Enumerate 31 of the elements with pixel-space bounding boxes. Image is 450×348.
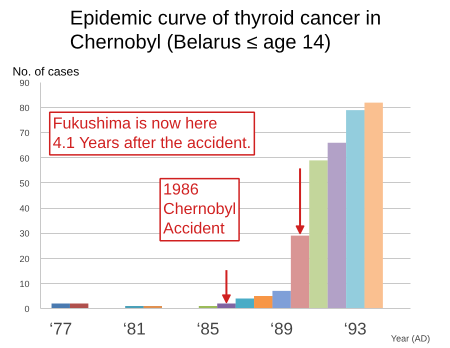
bar xyxy=(217,303,236,308)
x-axis-title: Year (AD) xyxy=(390,334,430,344)
x-tick-label: ‘89 xyxy=(270,320,293,338)
chart-title: Epidemic curve of thyroid cancer in Chernobyl (Belarus ≤ age 14) xyxy=(70,7,382,54)
x-tick-label: ‘77 xyxy=(49,320,72,338)
annotation: Fukushima is now here 4.1 Years after the accident. xyxy=(52,115,252,152)
x-tick-label: ‘85 xyxy=(196,320,220,338)
x-tick-label: ‘93 xyxy=(344,320,367,338)
bar xyxy=(254,296,272,308)
bar xyxy=(328,142,346,308)
bar xyxy=(70,303,88,308)
y-tick-label: 0 xyxy=(24,304,30,314)
bar xyxy=(346,110,364,308)
bar xyxy=(236,298,254,308)
bar xyxy=(272,290,291,308)
y-tick-label: 80 xyxy=(19,103,30,114)
y-tick-label: 90 xyxy=(19,78,30,88)
y-tick-label: 60 xyxy=(19,153,30,164)
y-axis-title: No. of cases xyxy=(12,64,80,78)
y-tick-label: 40 xyxy=(19,204,30,214)
annotation: 1986 Chernobyl Accident xyxy=(163,182,236,238)
y-tick-label: 10 xyxy=(19,278,30,289)
y-tick-label: 20 xyxy=(19,254,30,264)
bar xyxy=(309,160,328,308)
bar xyxy=(52,303,70,308)
y-tick-label: 70 xyxy=(19,128,30,138)
y-tick-label: 50 xyxy=(19,178,30,188)
bar xyxy=(364,102,383,308)
y-tick-label: 30 xyxy=(19,228,30,239)
x-tick-label: ‘81 xyxy=(123,320,146,338)
bar xyxy=(290,236,310,308)
